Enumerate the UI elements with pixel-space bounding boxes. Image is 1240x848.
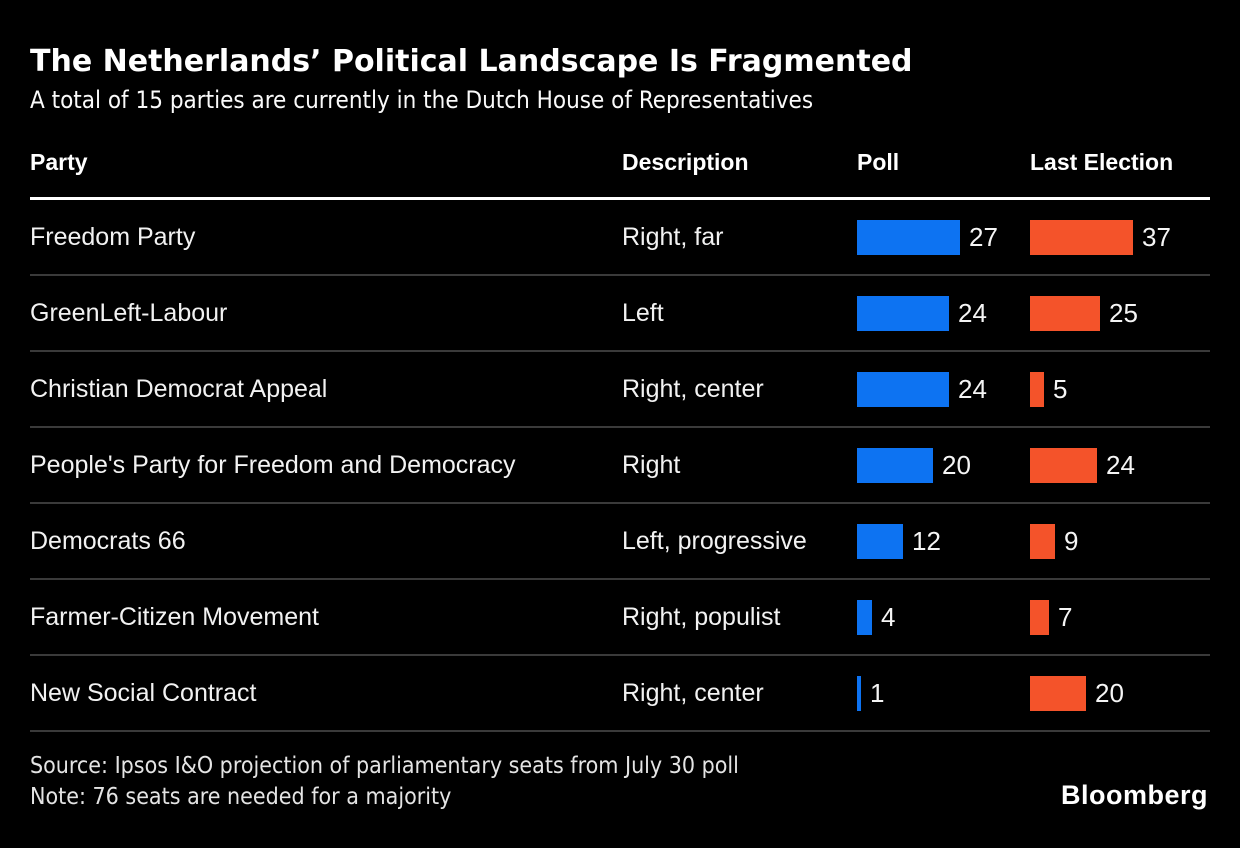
page-subtitle: A total of 15 parties are currently in t… <box>30 86 814 114</box>
party-name: Freedom Party <box>30 222 196 251</box>
page-title: The Netherlands’ Political Landscape Is … <box>30 44 913 79</box>
poll-value: 24 <box>958 297 987 328</box>
poll-value: 12 <box>912 525 941 556</box>
election-value: 37 <box>1142 221 1171 252</box>
party-name: Farmer-Citizen Movement <box>30 602 319 631</box>
party-name: GreenLeft-Labour <box>30 298 228 327</box>
election-bar <box>1030 371 1044 407</box>
poll-bar-cell: 1 <box>857 656 1030 730</box>
election-value: 24 <box>1106 449 1135 480</box>
table-row: Christian Democrat Appeal Right, center … <box>30 352 1210 428</box>
election-bar-cell: 5 <box>1030 352 1210 426</box>
election-bar <box>1030 523 1055 559</box>
table-row: People's Party for Freedom and Democracy… <box>30 428 1210 504</box>
poll-bar <box>857 371 949 407</box>
party-name: Christian Democrat Appeal <box>30 374 328 403</box>
poll-bar <box>857 295 949 331</box>
table-row: Freedom Party Right, far 27 37 <box>30 200 1210 276</box>
bloomberg-logo: Bloomberg <box>1060 780 1208 810</box>
party-name: New Social Contract <box>30 678 257 707</box>
poll-bar <box>857 599 872 635</box>
poll-bar-cell: 20 <box>857 428 1030 502</box>
column-header-description: Description <box>622 149 749 175</box>
table-header-row: Party Description Poll Last Election <box>30 149 1210 200</box>
poll-bar-cell: 12 <box>857 504 1030 578</box>
poll-bar <box>857 447 933 483</box>
election-bar <box>1030 295 1100 331</box>
party-description: Left, progressive <box>622 526 807 555</box>
poll-bar-cell: 24 <box>857 352 1030 426</box>
party-description: Right, center <box>622 678 764 707</box>
column-header-poll: Poll <box>857 149 900 175</box>
election-bar <box>1030 447 1097 483</box>
party-description: Right, populist <box>622 602 781 631</box>
party-description: Right, far <box>622 222 724 251</box>
poll-bar <box>857 523 903 559</box>
footer: Source: Ipsos I&O projection of parliame… <box>30 751 1210 813</box>
table-row: Farmer-Citizen Movement Right, populist … <box>30 580 1210 656</box>
column-header-party: Party <box>30 149 88 175</box>
party-name: Democrats 66 <box>30 526 186 555</box>
source-note: Source: Ipsos I&O projection of parliame… <box>30 753 739 779</box>
party-description: Right <box>622 450 681 479</box>
table-row: Democrats 66 Left, progressive 12 9 <box>30 504 1210 580</box>
poll-value: 1 <box>870 677 885 708</box>
table-body: Freedom Party Right, far 27 37 GreenLeft… <box>30 200 1210 732</box>
election-bar <box>1030 599 1049 635</box>
majority-note: Note: 76 seats are needed for a majority <box>30 784 452 810</box>
election-value: 25 <box>1109 297 1138 328</box>
election-value: 20 <box>1095 677 1124 708</box>
poll-bar <box>857 219 960 255</box>
election-bar-cell: 25 <box>1030 276 1210 350</box>
party-description: Left <box>622 298 664 327</box>
poll-value: 4 <box>881 601 896 632</box>
party-description: Right, center <box>622 374 764 403</box>
party-name: People's Party for Freedom and Democracy <box>30 450 516 479</box>
poll-bar-cell: 4 <box>857 580 1030 654</box>
table-row: New Social Contract Right, center 1 20 <box>30 656 1210 732</box>
election-bar-cell: 9 <box>1030 504 1210 578</box>
election-bar-cell: 20 <box>1030 656 1210 730</box>
election-value: 9 <box>1064 525 1079 556</box>
election-bar-cell: 7 <box>1030 580 1210 654</box>
election-bar <box>1030 219 1133 255</box>
poll-bar-cell: 24 <box>857 276 1030 350</box>
election-bar-cell: 24 <box>1030 428 1210 502</box>
table-row: GreenLeft-Labour Left 24 25 <box>30 276 1210 352</box>
election-value: 5 <box>1053 373 1068 404</box>
poll-value: 24 <box>958 373 987 404</box>
election-bar <box>1030 675 1086 711</box>
poll-bar-cell: 27 <box>857 200 1030 274</box>
election-bar-cell: 37 <box>1030 200 1210 274</box>
poll-bar <box>857 675 861 711</box>
poll-value: 20 <box>942 449 971 480</box>
column-header-last-election: Last Election <box>1030 149 1174 175</box>
poll-value: 27 <box>969 221 998 252</box>
election-value: 7 <box>1058 601 1073 632</box>
